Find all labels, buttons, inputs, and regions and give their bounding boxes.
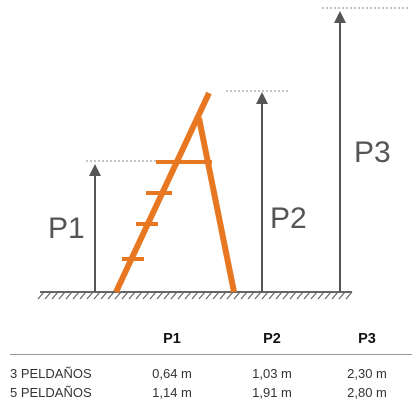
ground-hatching — [37, 291, 353, 300]
header-p2: P2 — [222, 324, 322, 355]
height-spec-table: P1 P2 P3 3 PELDAÑOS 0,64 m 1,03 m 2,30 m… — [10, 324, 412, 402]
header-p3: P3 — [322, 324, 412, 355]
p3-height-arrow — [334, 11, 346, 292]
ladder-rear-leg — [196, 117, 237, 293]
p1-label: P1 — [48, 212, 85, 245]
p3-label: P3 — [354, 136, 391, 169]
p2-height-arrow — [256, 92, 268, 292]
row-label: 3 PELDAÑOS — [10, 366, 92, 381]
row-label: 5 PELDAÑOS — [10, 385, 92, 400]
cell-p2: 1,91 m — [252, 385, 292, 400]
p1-height-arrow — [89, 164, 101, 292]
cell-p1: 1,14 m — [152, 385, 192, 400]
step-ladder — [113, 91, 237, 294]
table-header-row: P1 P2 P3 — [10, 324, 412, 355]
cell-p1: 0,64 m — [152, 366, 192, 381]
p2-label: P2 — [270, 202, 307, 235]
cell-p3: 2,80 m — [347, 385, 387, 400]
cell-p2: 1,03 m — [252, 366, 292, 381]
table-row: 3 PELDAÑOS 0,64 m 1,03 m 2,30 m — [10, 355, 412, 384]
header-blank — [10, 324, 122, 355]
ladder-height-diagram: P1 P2 P3 — [37, 7, 410, 300]
cell-p3: 2,30 m — [347, 366, 387, 381]
table-row: 5 PELDAÑOS 1,14 m 1,91 m 2,80 m — [10, 383, 412, 402]
header-p1: P1 — [122, 324, 222, 355]
